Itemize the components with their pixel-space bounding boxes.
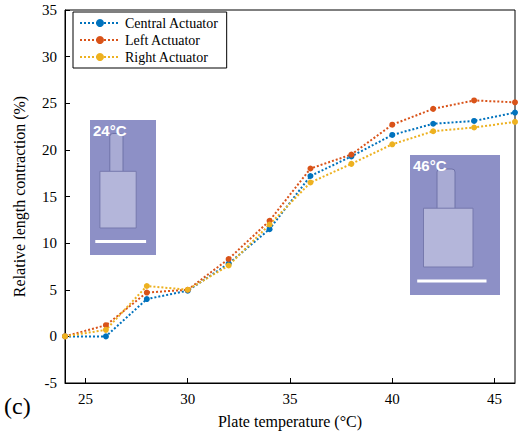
svg-text:0: 0 xyxy=(50,328,58,344)
svg-text:20: 20 xyxy=(42,142,57,158)
svg-text:35: 35 xyxy=(42,2,57,18)
svg-text:30: 30 xyxy=(42,49,57,65)
svg-text:5: 5 xyxy=(50,282,58,298)
svg-text:Left Actuator: Left Actuator xyxy=(125,33,200,48)
svg-text:46°C: 46°C xyxy=(413,157,447,174)
svg-text:40: 40 xyxy=(385,391,400,407)
svg-text:30: 30 xyxy=(180,391,195,407)
svg-text:Central Actuator: Central Actuator xyxy=(125,16,218,31)
svg-text:Relative length contraction (%: Relative length contraction (%) xyxy=(11,96,29,297)
svg-text:35: 35 xyxy=(283,391,298,407)
svg-text:10: 10 xyxy=(42,235,57,251)
svg-text:-5: -5 xyxy=(45,375,58,391)
svg-text:25: 25 xyxy=(78,391,93,407)
svg-text:25: 25 xyxy=(42,95,57,111)
svg-text:(c): (c) xyxy=(4,393,31,419)
svg-text:Right Actuator: Right Actuator xyxy=(125,50,208,65)
svg-text:Plate temperature (°C): Plate temperature (°C) xyxy=(218,413,362,431)
svg-text:45: 45 xyxy=(487,391,502,407)
svg-text:15: 15 xyxy=(42,189,57,205)
svg-text:24°C: 24°C xyxy=(93,122,127,139)
